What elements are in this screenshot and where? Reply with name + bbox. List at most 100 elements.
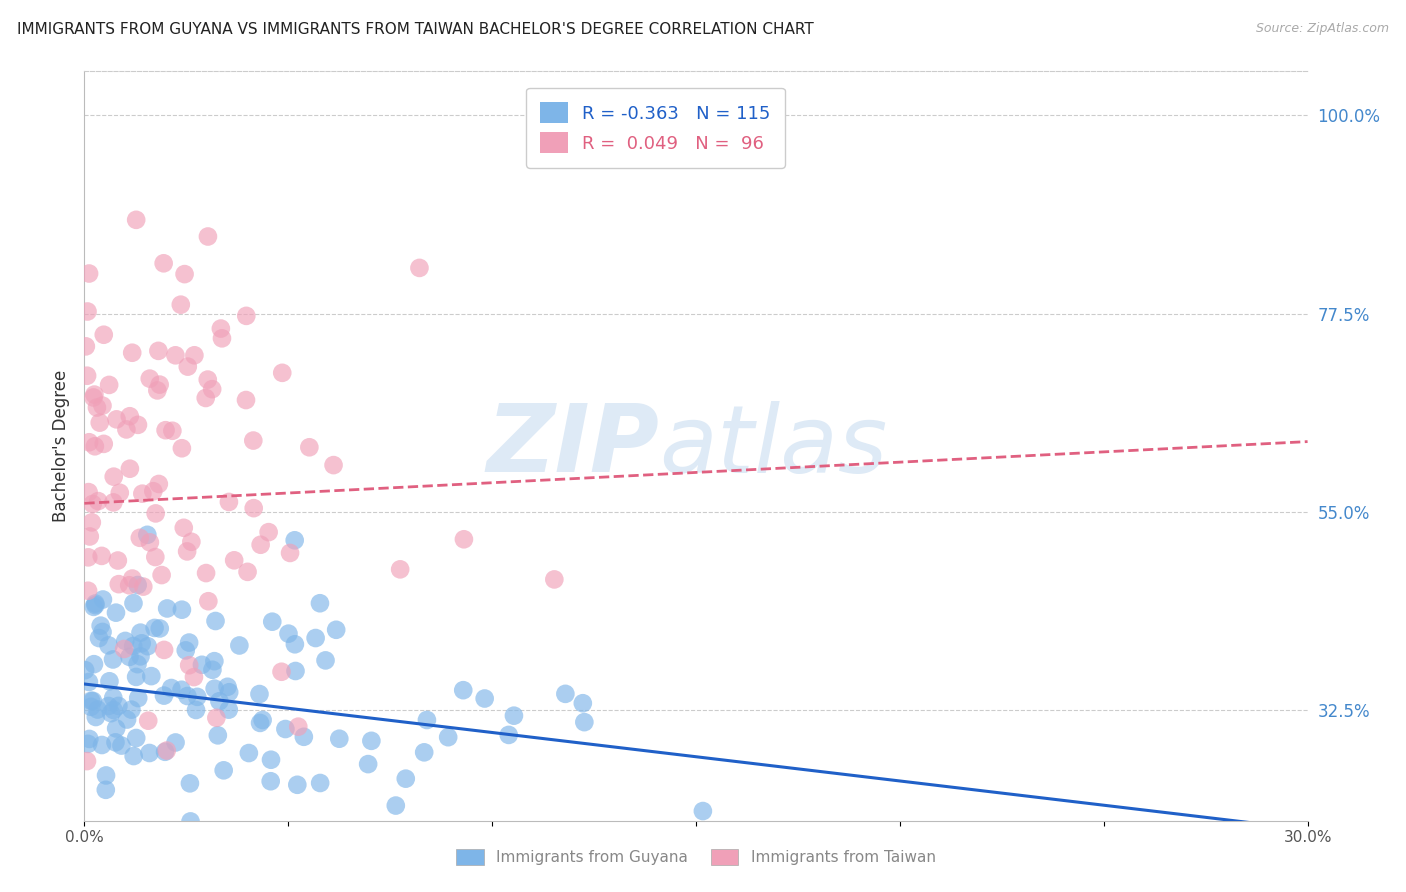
Text: ZIP: ZIP — [486, 400, 659, 492]
Point — [309, 596, 332, 610]
Point — [107, 698, 129, 713]
Point — [83, 657, 105, 672]
Point — [80, 694, 103, 708]
Point — [76, 368, 98, 383]
Point — [298, 440, 321, 454]
Point — [160, 681, 183, 695]
Point — [122, 596, 145, 610]
Point — [79, 529, 101, 543]
Point — [94, 768, 117, 782]
Point — [136, 714, 159, 728]
Point — [125, 212, 148, 227]
Point — [82, 694, 104, 708]
Point — [91, 399, 114, 413]
Point — [76, 304, 98, 318]
Point — [141, 669, 163, 683]
Point — [242, 501, 264, 516]
Point — [103, 469, 125, 483]
Point — [121, 345, 143, 359]
Point — [125, 731, 148, 745]
Point — [183, 670, 205, 684]
Point — [98, 378, 121, 392]
Point — [153, 689, 176, 703]
Point — [118, 578, 141, 592]
Point — [207, 728, 229, 742]
Point — [183, 348, 205, 362]
Point — [82, 497, 104, 511]
Point — [103, 690, 125, 705]
Point — [145, 507, 167, 521]
Point — [77, 550, 100, 565]
Point — [277, 626, 299, 640]
Point — [165, 735, 187, 749]
Point — [87, 494, 110, 508]
Point — [572, 696, 595, 710]
Point — [97, 698, 120, 713]
Point — [90, 618, 112, 632]
Point — [191, 657, 214, 672]
Point — [209, 321, 232, 335]
Point — [201, 382, 224, 396]
Point — [127, 657, 149, 672]
Point — [195, 566, 218, 580]
Point — [270, 665, 292, 679]
Point — [127, 691, 149, 706]
Point — [170, 603, 193, 617]
Point — [110, 739, 132, 753]
Point — [197, 594, 219, 608]
Point — [115, 422, 138, 436]
Point — [129, 649, 152, 664]
Point — [77, 737, 100, 751]
Point — [204, 614, 226, 628]
Point — [554, 687, 576, 701]
Point — [384, 798, 406, 813]
Point — [174, 643, 197, 657]
Point — [304, 631, 326, 645]
Point — [292, 730, 315, 744]
Point — [83, 439, 105, 453]
Text: Source: ZipAtlas.com: Source: ZipAtlas.com — [1256, 22, 1389, 36]
Point — [89, 416, 111, 430]
Point — [211, 331, 233, 345]
Point — [186, 690, 208, 704]
Point — [357, 757, 380, 772]
Point — [91, 592, 114, 607]
Point — [260, 774, 283, 789]
Point — [128, 531, 150, 545]
Point — [218, 495, 240, 509]
Point — [77, 435, 100, 450]
Point — [114, 634, 136, 648]
Point — [692, 804, 714, 818]
Point — [170, 682, 193, 697]
Point — [136, 639, 159, 653]
Point — [142, 484, 165, 499]
Point — [149, 622, 172, 636]
Point — [121, 572, 143, 586]
Point — [328, 731, 350, 746]
Point — [162, 424, 184, 438]
Point — [165, 348, 187, 362]
Point — [107, 577, 129, 591]
Point — [94, 782, 117, 797]
Point — [136, 528, 159, 542]
Point — [284, 637, 307, 651]
Point — [278, 546, 301, 560]
Point — [176, 689, 198, 703]
Point — [125, 670, 148, 684]
Text: atlas: atlas — [659, 401, 887, 491]
Point — [138, 746, 160, 760]
Point — [129, 625, 152, 640]
Point — [271, 366, 294, 380]
Point — [103, 703, 125, 717]
Point — [79, 731, 101, 746]
Point — [156, 601, 179, 615]
Point — [228, 639, 250, 653]
Point — [184, 703, 207, 717]
Point — [284, 533, 307, 548]
Point — [101, 652, 124, 666]
Point — [173, 267, 195, 281]
Point — [260, 753, 283, 767]
Legend: Immigrants from Guyana, Immigrants from Taiwan: Immigrants from Guyana, Immigrants from … — [449, 842, 943, 873]
Point — [80, 516, 103, 530]
Point — [451, 683, 474, 698]
